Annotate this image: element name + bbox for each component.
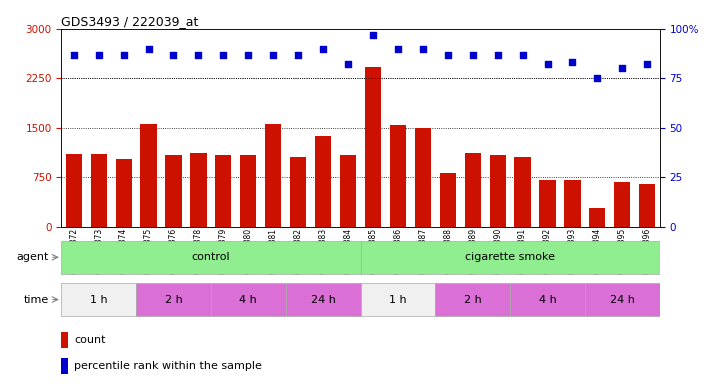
Text: count: count (74, 335, 106, 345)
Point (267, 51, 279, 58)
Bar (61, 358, 68, 374)
Bar (91, 154, 107, 227)
Text: 2 h: 2 h (464, 295, 482, 305)
Bar (61, 332, 68, 348)
Bar (360, 283, 435, 316)
Bar (216, 156, 231, 227)
Point (143, 45, 154, 51)
Text: time: time (24, 295, 49, 305)
Text: 4 h: 4 h (539, 295, 557, 305)
Text: 24 h: 24 h (610, 295, 634, 305)
Bar (515, 157, 531, 227)
Bar (315, 136, 331, 227)
Text: 1 h: 1 h (389, 295, 407, 305)
Point (342, 61, 354, 68)
Point (317, 45, 329, 51)
Text: 2 h: 2 h (164, 295, 182, 305)
Point (417, 45, 428, 51)
Bar (464, 153, 481, 227)
Bar (614, 182, 630, 227)
Bar (390, 125, 406, 227)
Point (442, 51, 454, 58)
Bar (490, 156, 505, 227)
Bar (565, 180, 580, 227)
Text: control: control (192, 252, 230, 262)
Point (541, 61, 553, 68)
Point (642, 61, 653, 68)
Bar (539, 180, 556, 227)
Point (592, 75, 603, 81)
Text: GDS3493 / 222039_at: GDS3493 / 222039_at (61, 15, 199, 28)
Bar (440, 172, 456, 227)
Point (68, 51, 79, 58)
Bar (290, 157, 306, 227)
Text: 4 h: 4 h (239, 295, 257, 305)
Text: agent: agent (17, 252, 49, 262)
Bar (61, 241, 360, 274)
Bar (165, 156, 182, 227)
Bar (340, 156, 356, 227)
Point (93, 51, 105, 58)
Bar (589, 208, 606, 227)
Bar (265, 124, 281, 227)
Point (242, 51, 254, 58)
Point (367, 31, 379, 38)
Text: 24 h: 24 h (311, 295, 335, 305)
Point (517, 51, 528, 58)
Bar (115, 159, 132, 227)
Bar (136, 283, 211, 316)
Bar (190, 153, 206, 227)
Bar (435, 283, 510, 316)
Point (118, 51, 129, 58)
Point (193, 51, 204, 58)
Bar (585, 283, 660, 316)
Text: percentile rank within the sample: percentile rank within the sample (74, 361, 262, 371)
Bar (510, 283, 585, 316)
Bar (240, 156, 257, 227)
Point (467, 51, 479, 58)
Point (168, 51, 180, 58)
Point (567, 60, 578, 66)
Bar (365, 67, 381, 227)
Text: cigarette smoke: cigarette smoke (465, 252, 555, 262)
Point (492, 51, 503, 58)
Point (392, 45, 404, 51)
Bar (639, 184, 655, 227)
Point (218, 51, 229, 58)
Bar (286, 283, 360, 316)
Bar (211, 283, 286, 316)
Point (293, 51, 304, 58)
Bar (66, 154, 82, 227)
Bar (61, 283, 136, 316)
Point (616, 65, 628, 71)
Bar (415, 127, 431, 227)
Text: 1 h: 1 h (90, 295, 107, 305)
Bar (360, 241, 660, 274)
Bar (141, 124, 156, 227)
